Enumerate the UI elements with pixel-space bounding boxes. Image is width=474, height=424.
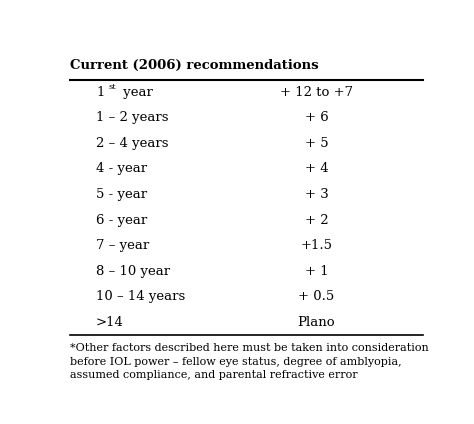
Text: 7 – year: 7 – year: [96, 239, 149, 252]
Text: + 0.5: + 0.5: [298, 290, 335, 303]
Text: + 2: + 2: [305, 214, 328, 226]
Text: + 12 to +7: + 12 to +7: [280, 86, 353, 99]
Text: 1: 1: [96, 86, 104, 99]
Text: 10 – 14 years: 10 – 14 years: [96, 290, 185, 303]
Text: st: st: [108, 83, 116, 91]
Text: +1.5: +1.5: [301, 239, 332, 252]
Text: + 3: + 3: [304, 188, 328, 201]
Text: 8 – 10 year: 8 – 10 year: [96, 265, 170, 278]
Text: 4 - year: 4 - year: [96, 162, 147, 176]
Text: 2 – 4 years: 2 – 4 years: [96, 137, 168, 150]
Text: *Other factors described here must be taken into consideration
before IOL power : *Other factors described here must be ta…: [70, 343, 429, 380]
Text: + 1: + 1: [305, 265, 328, 278]
Text: + 4: + 4: [305, 162, 328, 176]
Text: Plano: Plano: [298, 315, 335, 329]
Text: Current (2006) recommendations: Current (2006) recommendations: [70, 59, 319, 72]
Text: >14: >14: [96, 315, 124, 329]
Text: + 6: + 6: [304, 112, 328, 124]
Text: year: year: [119, 86, 153, 99]
Text: 5 - year: 5 - year: [96, 188, 147, 201]
Text: 6 - year: 6 - year: [96, 214, 147, 226]
Text: 1 – 2 years: 1 – 2 years: [96, 112, 168, 124]
Text: + 5: + 5: [305, 137, 328, 150]
